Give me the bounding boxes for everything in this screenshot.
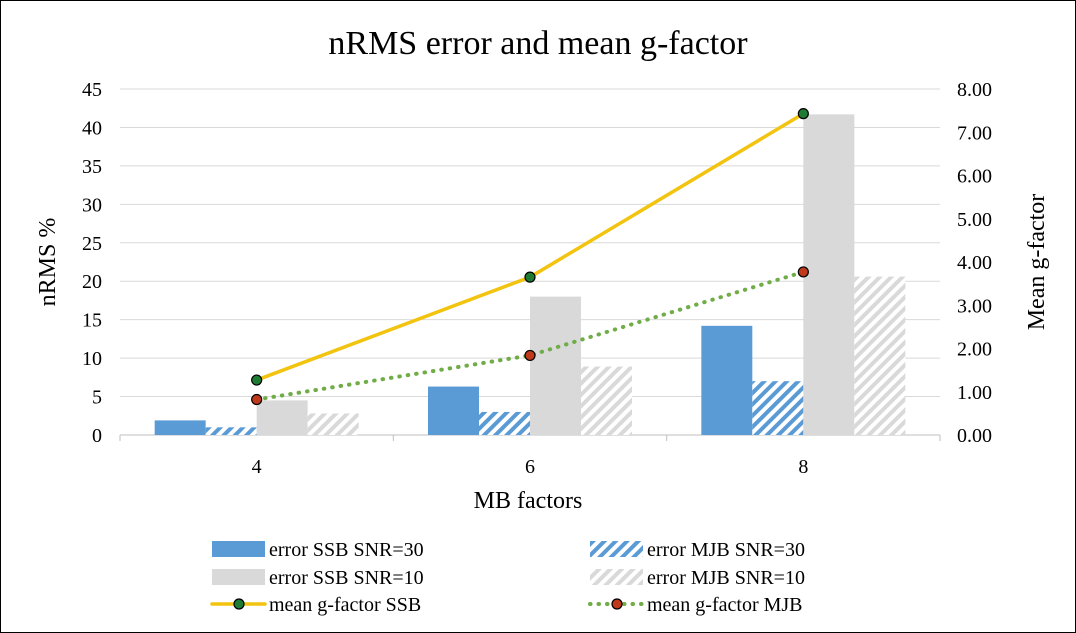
- y-tick-label: 45: [82, 79, 102, 101]
- legend-label: error MJB SNR=10: [647, 567, 805, 589]
- y-tick-label: 25: [82, 233, 102, 255]
- bar: [307, 413, 359, 435]
- x-axis-ticks: 4 6 8: [119, 435, 941, 478]
- bar: [581, 366, 632, 435]
- point-marker: [524, 349, 536, 362]
- legend-label: mean g-factor MJB: [647, 594, 803, 616]
- chart-title: nRMS error and mean g-factor: [328, 25, 748, 62]
- legend-label: error SSB SNR=30: [269, 539, 424, 561]
- y-tick-label: 20: [82, 271, 102, 293]
- bar: [428, 386, 479, 435]
- legend-marker: [233, 598, 245, 610]
- y2-tick-label: 1.00: [957, 382, 992, 404]
- legend-swatch: [590, 569, 643, 585]
- y-tick-label: 5: [92, 387, 102, 409]
- bar: [803, 114, 855, 435]
- bar: [479, 411, 530, 435]
- markers: [251, 108, 809, 406]
- y2-tick-label: 7.00: [957, 122, 992, 144]
- bar: [530, 296, 581, 435]
- y2-tick-label: 2.00: [957, 339, 992, 361]
- point-marker: [797, 266, 809, 278]
- bar: [256, 400, 308, 435]
- y-tick-label: 0: [92, 425, 102, 447]
- legend-marker: [611, 598, 623, 610]
- y2-tick-label: 8.00: [957, 79, 992, 101]
- x-tick-label: 8: [798, 456, 808, 478]
- bar: [854, 276, 906, 435]
- legend: error SSB SNR=30 error MJB SNR=30 error SS…: [210, 539, 805, 616]
- y2-tick-label: 6.00: [957, 166, 992, 188]
- right-axis-ticks: 0.00 1.00 2.00 3.00 4.00 5.00 6.00 7.00 8.00: [957, 79, 992, 447]
- series-line: [254, 269, 806, 402]
- point-marker: [797, 108, 809, 120]
- y2-tick-label: 4.00: [957, 252, 992, 274]
- x-tick-label: 4: [252, 456, 262, 478]
- y-tick-label: 10: [82, 348, 102, 370]
- y2-tick-label: 5.00: [957, 209, 992, 231]
- legend-swatch: [590, 541, 643, 557]
- y-tick-label: 40: [82, 117, 102, 139]
- y2-axis-title: Mean g-factor: [1024, 194, 1050, 331]
- bar: [752, 381, 804, 435]
- y2-tick-label: 0.00: [957, 425, 992, 447]
- legend-swatch: [212, 541, 265, 557]
- legend-label: error MJB SNR=30: [647, 539, 805, 561]
- y2-tick-label: 3.00: [957, 295, 992, 317]
- bar: [701, 325, 753, 435]
- y-tick-label: 35: [82, 156, 102, 178]
- point-marker: [251, 393, 263, 406]
- legend-label: error SSB SNR=10: [269, 567, 424, 589]
- legend-swatch: [212, 569, 265, 585]
- y-axis-title: nRMS %: [35, 218, 61, 307]
- y-tick-label: 15: [82, 310, 102, 332]
- bars: [154, 114, 906, 435]
- x-axis-title: MB factors: [474, 488, 583, 514]
- bar: [205, 427, 257, 435]
- point-marker: [251, 374, 263, 386]
- legend-label: mean g-factor SSB: [269, 594, 421, 616]
- left-axis-ticks: 0 5 10 15 20 25 30 35 40 45: [82, 79, 102, 447]
- bar: [154, 420, 206, 435]
- y-tick-label: 30: [82, 194, 102, 216]
- point-marker: [524, 271, 536, 283]
- x-tick-label: 6: [525, 456, 535, 478]
